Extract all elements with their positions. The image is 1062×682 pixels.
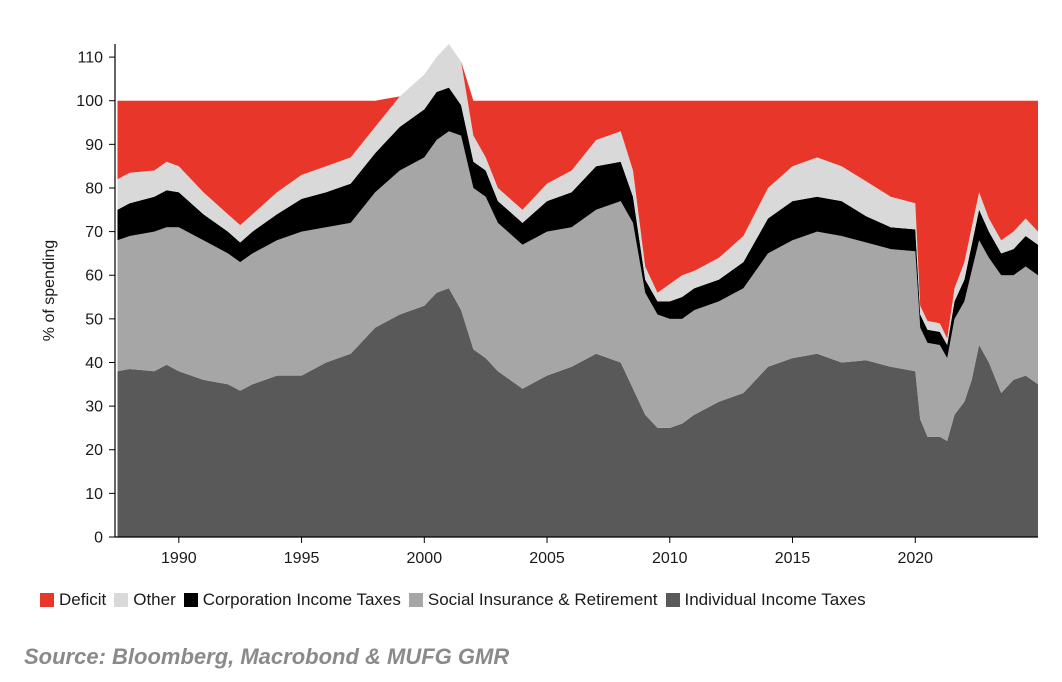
y-tick-label: 40: [85, 355, 103, 372]
legend-item-individual-income-taxes: Individual Income Taxes: [665, 590, 866, 610]
legend-swatch: [40, 593, 54, 607]
x-tick-label: 1990: [161, 550, 197, 567]
x-tick-label: 2010: [652, 550, 688, 567]
area-individual-income-taxes: [117, 288, 1038, 537]
legend-swatch: [183, 593, 198, 607]
legend-label: Deficit: [59, 590, 107, 609]
y-tick-label: 30: [85, 399, 103, 416]
y-tick-label: 80: [85, 180, 103, 197]
legend-item-social-insurance-retirement: Social Insurance & Retirement: [408, 590, 658, 610]
y-tick-label: 110: [77, 50, 103, 67]
area-layers: [117, 44, 1038, 537]
legend-item-other: Other: [114, 590, 176, 610]
area-other: [117, 44, 1038, 345]
x-tick-label: 2020: [897, 550, 933, 567]
legend-label: Individual Income Taxes: [684, 590, 866, 609]
legend-label: Other: [133, 590, 176, 609]
x-tick-label: 2000: [407, 550, 443, 567]
y-tick-label: 60: [85, 268, 103, 285]
stacked-area-chart: 0 10 20 30 40 50 60 70 80 90 100 110 1990 1995 2000 200…: [41, 44, 1038, 567]
y-tick-label: 0: [94, 530, 103, 547]
y-tick-label: 20: [85, 442, 103, 459]
source-note: Source: Bloomberg, Macrobond & MUFG GMR: [24, 644, 510, 669]
legend-item-corporation-income-taxes: Corporation Income Taxes: [183, 590, 401, 610]
y-tick-label: 90: [85, 137, 103, 154]
axes: 0 10 20 30 40 50 60 70 80 90 100 110 1990 1995 2000 200…: [76, 44, 1038, 567]
x-tick-label: 1995: [284, 550, 320, 567]
y-tick-label: 10: [85, 486, 103, 503]
legend-label: Corporation Income Taxes: [202, 590, 401, 609]
legend-label: Social Insurance & Retirement: [427, 590, 658, 609]
legend-item-deficit: Deficit: [40, 590, 106, 610]
legend-swatch: [408, 593, 423, 607]
y-tick-label: 100: [76, 93, 103, 110]
y-tick-label: 50: [85, 311, 103, 328]
legend-swatch: [114, 593, 129, 607]
x-tick-label: 2015: [775, 550, 811, 567]
area-social-insurance-retirement: [117, 131, 1038, 442]
area-deficit: [117, 44, 1038, 339]
y-axis-label: % of spending: [41, 240, 58, 341]
legend-swatch: [665, 593, 680, 607]
legend: Deficit Other Corporation Income Taxes Soci…: [40, 590, 874, 610]
y-tick-label: 70: [85, 224, 103, 241]
area-corporation-income-taxes: [117, 87, 1038, 359]
x-tick-label: 2005: [529, 550, 565, 567]
